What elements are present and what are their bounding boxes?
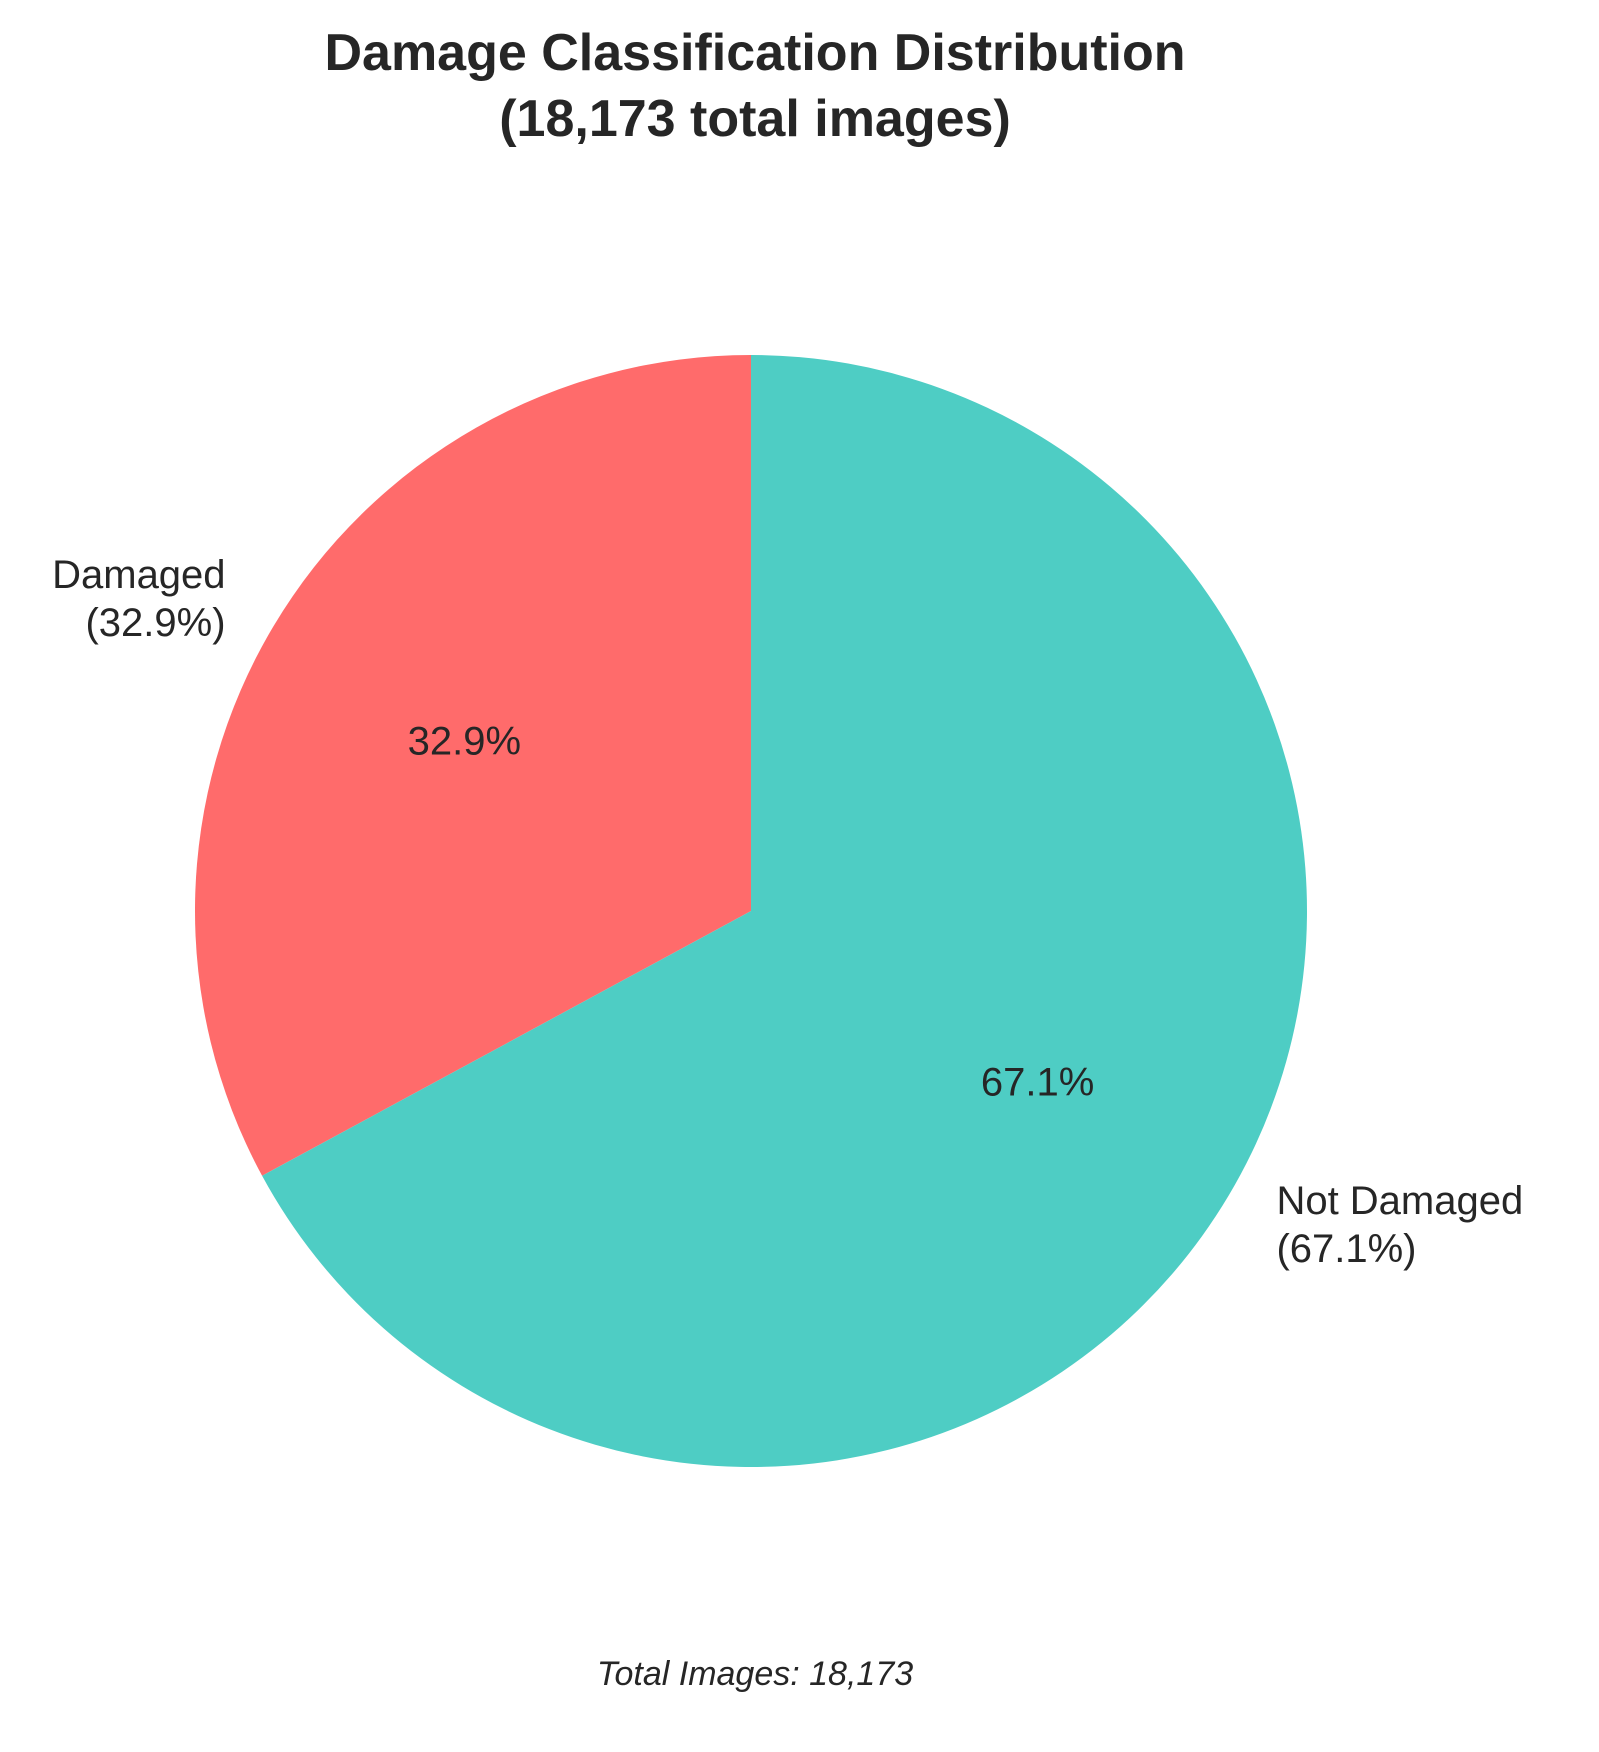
slice-label-damaged-line-1: Damaged xyxy=(52,553,225,597)
slice-label-not-damaged-line-2: (67.1%) xyxy=(1276,1227,1416,1271)
pie-slices xyxy=(195,355,1308,1468)
pie-labels: 32.9% Damaged(32.9%) 67.1% Not Damaged(67.1… xyxy=(52,553,1523,1271)
slice-label-not-damaged-line-1: Not Damaged xyxy=(1276,1179,1523,1223)
footer-total-images: Total Images: 18,173 xyxy=(597,1655,913,1693)
slice-label-damaged-line-2: (32.9%) xyxy=(85,601,225,645)
pie-slice-damaged xyxy=(195,355,752,1176)
pct-label-not-damaged: 67.1% xyxy=(981,1061,1094,1105)
chart-title-line-1: Damage Classification Distribution xyxy=(324,24,1185,82)
pie-slice-not-damaged xyxy=(262,355,1308,1468)
chart-title-line-2: (18,173 total images) xyxy=(499,90,1011,148)
pct-label-damaged: 32.9% xyxy=(408,719,521,763)
